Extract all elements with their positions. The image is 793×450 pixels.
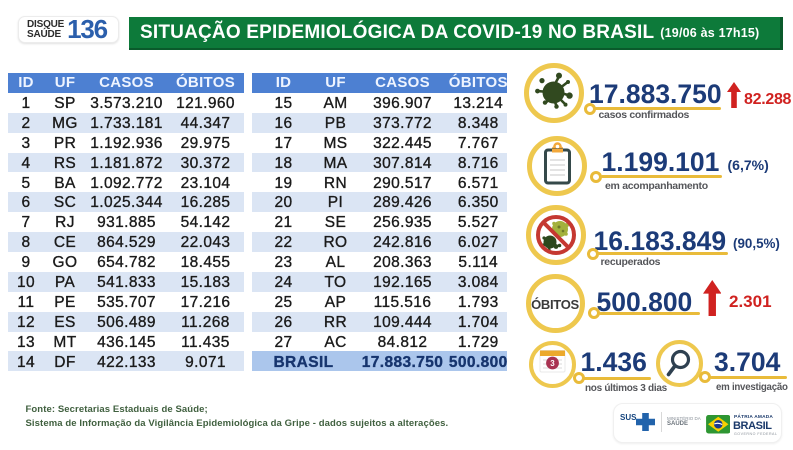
- svg-text:3: 3: [550, 359, 555, 368]
